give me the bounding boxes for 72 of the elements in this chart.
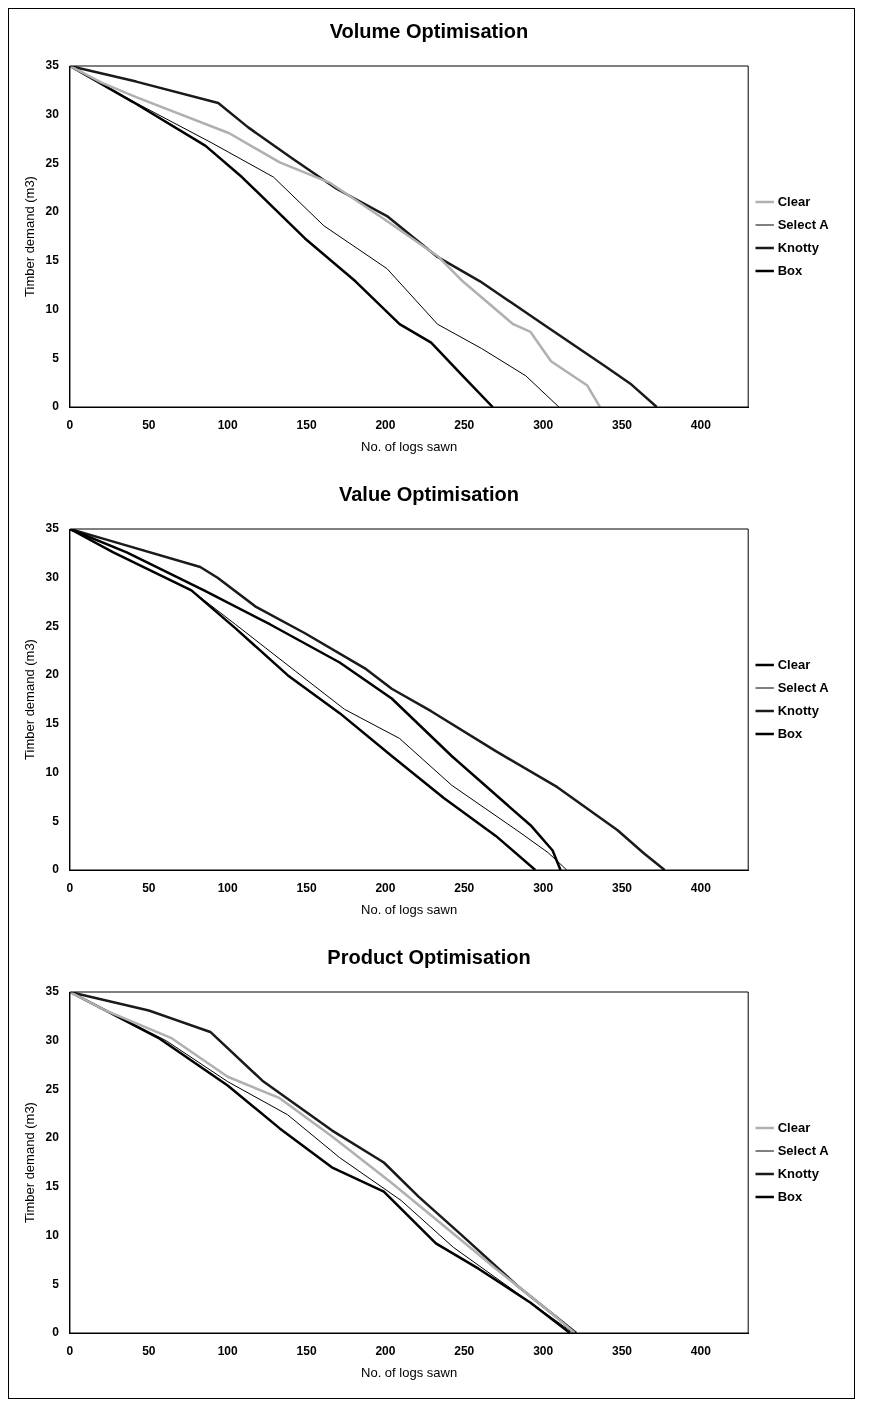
x-tick-label: 150: [296, 417, 317, 432]
x-tick-label: 100: [217, 880, 239, 895]
y-tick-label: 15: [45, 253, 60, 268]
y-tick-label: 15: [45, 716, 60, 731]
chart-title: Volume Optimisation: [329, 19, 529, 42]
x-tick-label: 250: [454, 417, 475, 432]
x-tick-label: 300: [533, 417, 554, 432]
x-tick-label: 350: [612, 417, 633, 432]
x-tick-label: 0: [66, 417, 74, 432]
legend-label: Select A: [777, 1142, 830, 1158]
y-tick-label: 35: [45, 984, 60, 999]
chart-title: Value Optimisation: [338, 482, 520, 505]
legend-label: Box: [777, 725, 804, 741]
x-axis-title: No. of logs sawn: [361, 438, 458, 454]
y-tick-label: 10: [45, 1227, 60, 1242]
legend-label: Clear: [777, 1119, 811, 1135]
y-tick-label: 30: [45, 107, 60, 122]
x-tick-label: 50: [142, 880, 156, 895]
x-tick-label: 0: [66, 1343, 74, 1358]
legend-label: Select A: [777, 679, 830, 695]
x-tick-label: 300: [533, 880, 554, 895]
x-tick-label: 0: [66, 880, 74, 895]
y-axis-title: Timber demand (m3): [22, 1102, 38, 1223]
legend-label: Box: [777, 1188, 804, 1204]
y-tick-label: 35: [45, 58, 60, 73]
x-tick-label: 200: [375, 880, 396, 895]
legend-label: Knotty: [777, 702, 820, 718]
x-tick-label: 100: [217, 417, 239, 432]
legend-label: Clear: [777, 656, 811, 672]
x-tick-label: 300: [533, 1343, 554, 1358]
legend-label: Clear: [777, 193, 811, 209]
x-axis-title: No. of logs sawn: [361, 901, 458, 917]
x-tick-label: 350: [612, 1343, 633, 1358]
x-tick-label: 150: [296, 880, 317, 895]
legend-label: Box: [777, 262, 804, 278]
x-tick-label: 50: [142, 1343, 156, 1358]
x-tick-label: 100: [217, 1343, 239, 1358]
y-tick-label: 20: [45, 1130, 60, 1145]
y-tick-label: 20: [45, 667, 60, 682]
y-tick-label: 0: [52, 862, 60, 877]
y-tick-label: 5: [52, 1276, 60, 1291]
y-axis-title: Timber demand (m3): [22, 639, 38, 760]
y-tick-label: 5: [52, 350, 60, 365]
y-tick-label: 0: [52, 399, 60, 414]
x-tick-label: 250: [454, 1343, 475, 1358]
y-tick-label: 0: [52, 1325, 60, 1340]
y-tick-label: 5: [52, 813, 60, 828]
legend-label: Select A: [777, 216, 830, 232]
y-tick-label: 30: [45, 570, 60, 585]
y-tick-label: 10: [45, 301, 60, 316]
x-tick-label: 150: [296, 1343, 317, 1358]
y-axis-title: Timber demand (m3): [22, 176, 38, 297]
y-tick-label: 25: [45, 155, 60, 170]
y-tick-label: 25: [45, 618, 60, 633]
x-tick-label: 350: [612, 880, 633, 895]
x-tick-label: 200: [375, 417, 396, 432]
y-tick-label: 20: [45, 204, 60, 219]
x-tick-label: 250: [454, 880, 475, 895]
y-tick-label: 25: [45, 1081, 60, 1096]
chart-title: Product Optimisation: [327, 945, 531, 968]
x-tick-label: 400: [690, 880, 712, 895]
legend-label: Knotty: [777, 1165, 820, 1181]
x-axis-title: No. of logs sawn: [361, 1364, 458, 1380]
x-tick-label: 200: [375, 1343, 396, 1358]
x-tick-label: 400: [690, 1343, 712, 1358]
x-tick-label: 50: [142, 417, 156, 432]
y-tick-label: 15: [45, 1179, 60, 1194]
y-tick-label: 35: [45, 521, 60, 536]
x-tick-label: 400: [690, 417, 712, 432]
y-tick-label: 10: [45, 764, 60, 779]
legend-label: Knotty: [777, 239, 820, 255]
y-tick-label: 30: [45, 1033, 60, 1048]
